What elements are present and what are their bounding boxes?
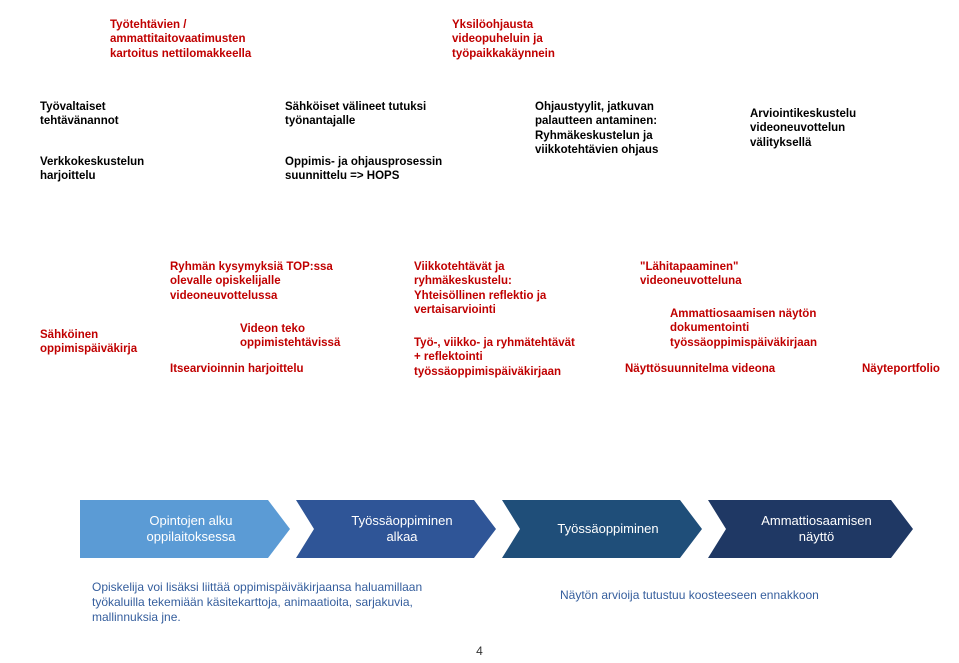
text: oppimistehtävissä <box>240 337 340 349</box>
text: Verkkokeskustelun <box>40 156 144 168</box>
row3-c2c: Itsearvioinnin harjoittelu <box>170 362 360 376</box>
text: Arviointikeskustelu <box>750 108 856 120</box>
text: Ryhmäkeskustelun ja <box>535 130 653 142</box>
text: ammattitaitovaatimusten <box>110 33 245 45</box>
text: olevalle opiskelijalle <box>170 275 281 287</box>
text: mallinnuksia jne. <box>92 610 181 624</box>
row3-c2a: Ryhmän kysymyksiä TOP:ssa olevalle opisk… <box>170 260 360 303</box>
text: Työtehtävien / <box>110 19 186 31</box>
text: Työ-, viikko- ja ryhmätehtävät <box>414 337 575 349</box>
text: Opiskelija voi lisäksi liittää oppimispä… <box>92 580 422 594</box>
text: Näyttösuunnitelma videona <box>625 363 775 375</box>
text: videopuheluin ja <box>452 33 543 45</box>
text: Näytön arvioija tutustuu koosteeseen enn… <box>560 588 819 602</box>
row3-c4a: "Lähitapaaminen" videoneuvotteluna <box>640 260 800 289</box>
text: ryhmäkeskustelu: <box>414 275 512 287</box>
row2-col4: Arviointikeskustelu videoneuvottelun väl… <box>750 107 910 150</box>
process-step: Työssäoppiminen <box>502 500 702 558</box>
text: Oppimis- ja ohjausprosessin <box>285 156 442 168</box>
text: Näyteportfolio <box>862 363 940 375</box>
row3-c4d: Näyteportfolio <box>862 362 959 376</box>
text: videoneuvotteluna <box>640 275 742 287</box>
row3-c1: Sähköinen oppimispäiväkirja <box>40 328 160 357</box>
process-step: Ammattiosaamisen näyttö <box>708 500 913 558</box>
row3-c3b: Työ-, viikko- ja ryhmätehtävät + reflekt… <box>414 336 614 379</box>
text: oppimispäiväkirja <box>40 343 137 355</box>
row1-block-a: Työtehtävien / ammattitaitovaatimusten k… <box>110 18 280 61</box>
process-step: Opintojen alku oppilaitoksessa <box>80 500 290 558</box>
page-number: 4 <box>0 644 959 659</box>
note-right: Näytön arvioija tutustuu koosteeseen enn… <box>560 588 900 603</box>
text: dokumentointi <box>670 322 749 334</box>
note-left: Opiskelija voi lisäksi liittää oppimispä… <box>92 580 472 625</box>
row2-col2a: Sähköiset välineet tutuksi työnantajalle <box>285 100 465 129</box>
row2-col1a: Työvaltaiset tehtävänannot <box>40 100 190 129</box>
text: työssäoppimispäiväkirjaan <box>670 337 817 349</box>
text: välityksellä <box>750 137 811 149</box>
text: Sähköiset välineet tutuksi <box>285 101 426 113</box>
text: palautteen antaminen: <box>535 115 657 127</box>
text: Yhteisöllinen reflektio ja <box>414 290 546 302</box>
text: Sähköinen <box>40 329 98 341</box>
text: Viikkotehtävät ja <box>414 261 505 273</box>
text: Videon teko <box>240 323 305 335</box>
text: + reflektointi <box>414 351 483 363</box>
row3-c4b: Ammattiosaamisen näytön dokumentointi ty… <box>670 307 870 350</box>
row2-col2b: Oppimis- ja ohjausprosessin suunnittelu … <box>285 155 475 184</box>
text: Ryhmän kysymyksiä TOP:ssa <box>170 261 333 273</box>
text: työkaluilla tekemiään käsitekarttoja, an… <box>92 595 413 609</box>
text: Työvaltaiset <box>40 101 106 113</box>
row3-c3a: Viikkotehtävät ja ryhmäkeskustelu: Yhtei… <box>414 260 594 318</box>
row1-block-b: Yksilöohjausta videopuheluin ja työpaikk… <box>452 18 602 61</box>
row3-c2b: Videon teko oppimistehtävissä <box>240 322 390 351</box>
process-step: Työssäoppiminen alkaa <box>296 500 496 558</box>
process-arrows: Opintojen alku oppilaitoksessa Työssäoppi… <box>80 500 919 558</box>
process-step-label: Työssäoppiminen <box>557 521 658 537</box>
row3-c4c: Näyttösuunnitelma videona <box>625 362 825 376</box>
process-step-label: Opintojen alku oppilaitoksessa <box>147 513 236 546</box>
text: Ammattiosaamisen näytön <box>670 308 816 320</box>
text: videoneuvottelun <box>750 122 845 134</box>
text: videoneuvottelussa <box>170 290 277 302</box>
process-step-label: Työssäoppiminen alkaa <box>351 513 452 546</box>
text: suunnittelu => HOPS <box>285 170 399 182</box>
text: viikkotehtävien ohjaus <box>535 144 658 156</box>
text: kartoitus nettilomakkeella <box>110 48 251 60</box>
row2-col1b: Verkkokeskustelun harjoittelu <box>40 155 190 184</box>
row2-col3: Ohjaustyylit, jatkuvan palautteen antami… <box>535 100 705 158</box>
text: Yksilöohjausta <box>452 19 533 31</box>
text: tehtävänannot <box>40 115 119 127</box>
process-step-label: Ammattiosaamisen näyttö <box>761 513 872 546</box>
text: työpaikkakäynnein <box>452 48 555 60</box>
text: vertaisarviointi <box>414 304 496 316</box>
text: harjoittelu <box>40 170 96 182</box>
text: Itsearvioinnin harjoittelu <box>170 363 304 375</box>
text: "Lähitapaaminen" <box>640 261 738 273</box>
text: Ohjaustyylit, jatkuvan <box>535 101 654 113</box>
text: työssäoppimispäiväkirjaan <box>414 366 561 378</box>
text: työnantajalle <box>285 115 355 127</box>
